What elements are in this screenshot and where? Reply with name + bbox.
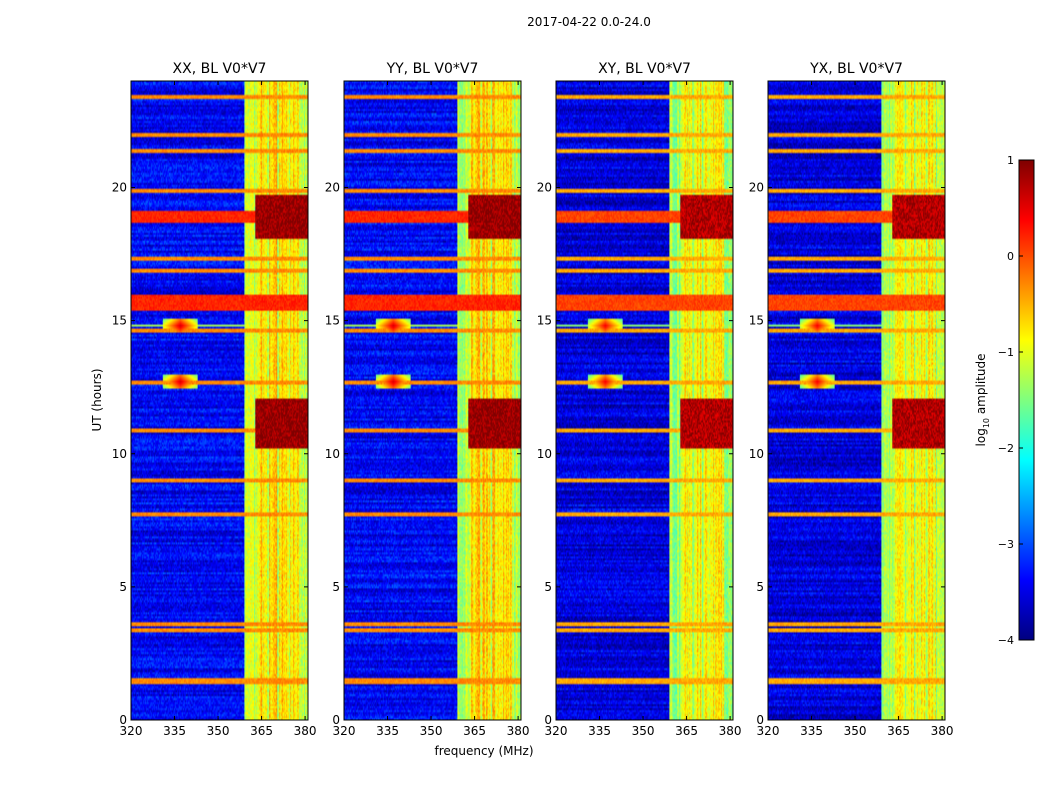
x-tick-label: 335 (376, 724, 399, 738)
colorbar-gradient (1018, 159, 1035, 641)
panel-xy: XY, BL V0*V7 320 335 350 365 380 0 5 10 15 20 (537, 61, 742, 738)
x-tick-label: 335 (163, 724, 186, 738)
colorbar-tick-label: −3 (998, 538, 1014, 551)
colorbar-label-log: log (974, 428, 988, 446)
colorbar-label-sub: 10 (982, 418, 991, 428)
colorbar-tick-label: 1 (1007, 154, 1014, 167)
panel-title: YY, BL V0*V7 (386, 61, 479, 77)
y-tick-label: 5 (332, 580, 340, 594)
y-tick-label: 0 (756, 713, 764, 727)
x-tick-label: 335 (588, 724, 611, 738)
heatmap-image (768, 81, 945, 720)
x-tick-label: 365 (463, 724, 486, 738)
x-tick-label: 380 (931, 724, 954, 738)
y-tick-label: 20 (325, 181, 340, 195)
colorbar-label: log10 amplitude (974, 354, 991, 447)
panel-yx: YX, BL V0*V7 320 335 350 365 380 0 5 10 15 20 (749, 61, 954, 738)
y-tick-label: 5 (756, 580, 764, 594)
x-tick-label: 350 (632, 724, 655, 738)
y-tick-label: 5 (119, 580, 127, 594)
heatmap-image (131, 81, 308, 720)
panel-xx: XX, BL V0*V7 320 335 350 365 380 0 5 10 15 20 (112, 61, 317, 738)
colorbar-tick-label: −4 (998, 634, 1014, 647)
colorbar-tick-label: 0 (1007, 250, 1014, 263)
x-tick-label: 365 (887, 724, 910, 738)
x-tick-label: 380 (507, 724, 530, 738)
x-tick-label: 380 (719, 724, 742, 738)
panel-title: XY, BL V0*V7 (598, 61, 691, 77)
y-tick-label: 10 (537, 447, 552, 461)
y-tick-label: 15 (112, 314, 127, 328)
x-axis-label: frequency (MHz) (434, 744, 533, 758)
y-tick-label: 20 (749, 181, 764, 195)
axes-frame (130, 80, 309, 721)
y-tick-label: 0 (332, 713, 340, 727)
x-tick-label: 365 (250, 724, 273, 738)
y-axis-label: UT (hours) (90, 368, 104, 431)
y-tick-label: 20 (112, 181, 127, 195)
figure-title: 2017-04-22 0.0-24.0 (527, 15, 651, 29)
y-tick-label: 0 (544, 713, 552, 727)
colorbar: 1 0 −1 −2 −3 −4 (998, 154, 1035, 647)
y-tick-label: 0 (119, 713, 127, 727)
colorbar-tick-label: −2 (998, 442, 1014, 455)
y-tick-label: 20 (537, 181, 552, 195)
x-tick-label: 350 (420, 724, 443, 738)
y-tick-label: 15 (325, 314, 340, 328)
y-tick-label: 15 (749, 314, 764, 328)
x-tick-label: 320 (545, 724, 568, 738)
colorbar-tick-label: −1 (998, 346, 1014, 359)
x-tick-label: 380 (294, 724, 317, 738)
y-tick-label: 5 (544, 580, 552, 594)
x-tick-label: 350 (844, 724, 867, 738)
x-tick-label: 335 (800, 724, 823, 738)
axes-frame (767, 80, 946, 721)
x-tick-label: 365 (675, 724, 698, 738)
x-tick-label: 350 (207, 724, 230, 738)
x-tick-label: 320 (120, 724, 143, 738)
x-tick-label: 320 (757, 724, 780, 738)
colorbar-label-amplitude: amplitude (974, 354, 988, 418)
panel-yy: YY, BL V0*V7 320 335 350 365 380 0 5 10 15 20 (325, 61, 530, 738)
y-tick-label: 10 (325, 447, 340, 461)
y-tick-label: 15 (537, 314, 552, 328)
axes-frame (555, 80, 734, 721)
x-tick-label: 320 (333, 724, 356, 738)
heatmap-image (556, 81, 733, 720)
y-tick-label: 10 (749, 447, 764, 461)
axes-frame (343, 80, 522, 721)
panel-title: XX, BL V0*V7 (173, 61, 267, 77)
y-tick-label: 10 (112, 447, 127, 461)
heatmap-image (344, 81, 521, 720)
panel-title: YX, BL V0*V7 (809, 61, 903, 77)
